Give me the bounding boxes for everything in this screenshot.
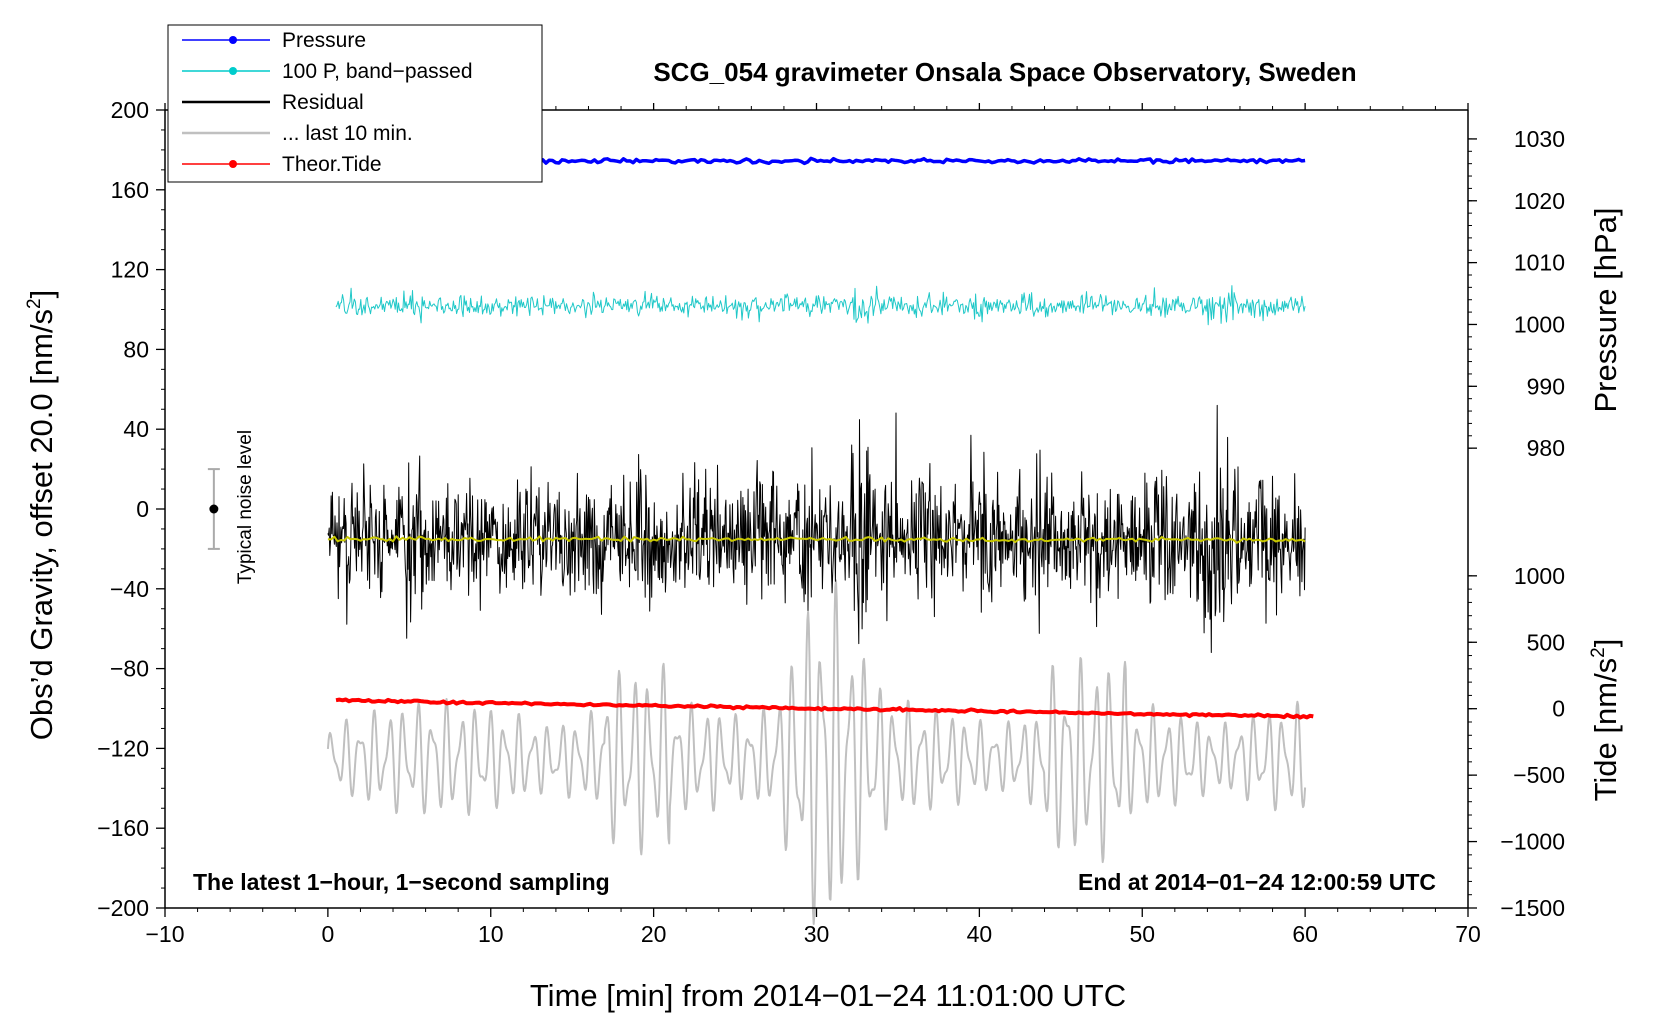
- pressure-tick-label: 1020: [1514, 188, 1565, 214]
- noise-indicator: Typical noise level: [207, 430, 256, 584]
- tide-tick-label: 1000: [1514, 563, 1565, 589]
- legend-marker: [229, 160, 237, 168]
- noise-center-dot: [209, 504, 219, 514]
- y-tick-label: −80: [110, 656, 149, 682]
- series-100-p-band-passed: [335, 285, 1306, 326]
- axes: −10 0 10 20 30 40 50 60 70−200−160−120−80−400408…: [97, 97, 1565, 947]
- legend-marker: [229, 36, 237, 44]
- x-tick-label: 10: [478, 921, 504, 947]
- y-tick-label: 40: [123, 416, 149, 442]
- pressure-tick-label: 990: [1527, 373, 1565, 399]
- y-tick-label: 0: [136, 496, 149, 522]
- x-tick-label: −10: [145, 921, 184, 947]
- legend-label: ... last 10 min.: [282, 122, 413, 145]
- x-tick-label: 30: [804, 921, 830, 947]
- y-tick-label: 80: [123, 336, 149, 362]
- end-time-note: End at 2014−01−24 12:00:59 UTC: [1078, 869, 1436, 895]
- tide-tick-label: 500: [1527, 629, 1565, 655]
- series-layer: [326, 156, 1314, 925]
- pressure-tick-label: 1010: [1514, 250, 1565, 276]
- y-tick-label: 120: [111, 257, 149, 283]
- series-theor-tide: [335, 697, 1314, 720]
- series-residual-smoothed: [327, 535, 1306, 544]
- tide-tick-label: −1500: [1500, 895, 1565, 921]
- tide-tick-label: −1000: [1500, 829, 1565, 855]
- y-axis-title-left: Obs’d Gravity, offset 20.0 [nm/s2]: [24, 290, 59, 741]
- noise-label: Typical noise level: [235, 430, 256, 584]
- series-last-10-min: [326, 579, 1307, 925]
- tide-tick-label: −500: [1513, 762, 1565, 788]
- x-tick-label: 20: [641, 921, 667, 947]
- pressure-tick-label: 1000: [1514, 311, 1565, 337]
- y-tick-label: 160: [111, 177, 149, 203]
- x-tick-label: 70: [1455, 921, 1481, 947]
- legend: Pressure 100 P, band−passed Residual ... la…: [167, 24, 543, 183]
- legend-box: [167, 24, 543, 183]
- y-tick-label: −200: [97, 895, 149, 921]
- pressure-tick-label: 980: [1527, 435, 1565, 461]
- y-tick-label: −120: [97, 735, 149, 761]
- x-axis-title: Time [min] from 2014−01−24 11:01:00 UTC: [530, 978, 1126, 1013]
- sampling-note: The latest 1−hour, 1−second sampling: [193, 869, 610, 895]
- x-tick-label: 50: [1129, 921, 1155, 947]
- x-tick-label: 60: [1292, 921, 1318, 947]
- x-tick-label: 0: [321, 921, 334, 947]
- legend-label: Pressure: [282, 29, 366, 52]
- chart-title: SCG_054 gravimeter Onsala Space Observat…: [653, 57, 1356, 87]
- legend-label: 100 P, band−passed: [282, 60, 473, 83]
- y-axis-title-tide: Tide [nm/s2]: [1588, 639, 1623, 802]
- pressure-tick-label: 1030: [1514, 126, 1565, 152]
- series-residual: [327, 404, 1306, 653]
- legend-label: Theor.Tide: [282, 153, 382, 176]
- y-axis-title-pressure: Pressure [hPa]: [1588, 207, 1623, 412]
- x-tick-label: 40: [967, 921, 993, 947]
- tide-tick-label: 0: [1552, 696, 1565, 722]
- y-tick-label: 200: [111, 97, 149, 123]
- y-tick-label: −160: [97, 815, 149, 841]
- legend-marker: [229, 67, 237, 75]
- legend-label: Residual: [282, 91, 364, 114]
- y-tick-label: −40: [110, 576, 149, 602]
